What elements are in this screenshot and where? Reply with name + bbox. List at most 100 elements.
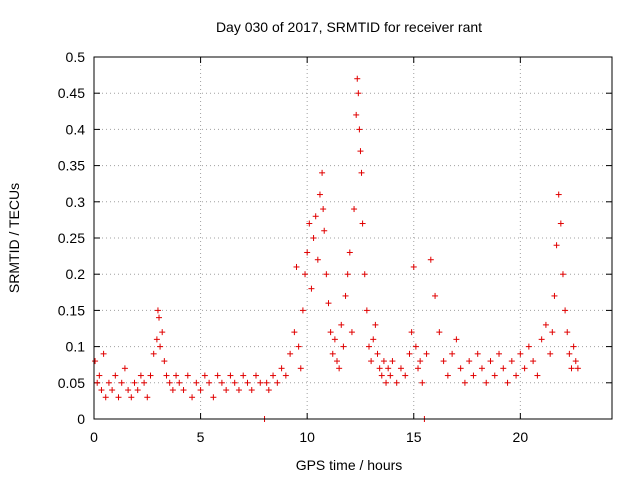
- data-point: [169, 387, 176, 394]
- data-point: [98, 387, 105, 394]
- data-point: [417, 358, 424, 365]
- data-point: [356, 126, 363, 133]
- y-tick-label: 0.35: [58, 158, 85, 174]
- data-point: [189, 394, 196, 401]
- data-point: [570, 343, 577, 350]
- y-tick-label: 0: [77, 411, 85, 427]
- data-point: [487, 358, 494, 365]
- data-point: [344, 271, 351, 278]
- data-point: [387, 372, 394, 379]
- data-point: [564, 329, 571, 336]
- data-point: [299, 307, 306, 314]
- data-points: [92, 75, 581, 422]
- data-point: [144, 394, 151, 401]
- data-point: [449, 350, 456, 357]
- data-point: [320, 206, 327, 213]
- data-point: [389, 358, 396, 365]
- data-point: [316, 191, 323, 198]
- data-point: [287, 350, 294, 357]
- data-point: [574, 365, 581, 372]
- data-point: [218, 379, 225, 386]
- data-point: [184, 372, 191, 379]
- data-point: [361, 271, 368, 278]
- data-point: [176, 379, 183, 386]
- data-point: [295, 343, 302, 350]
- data-point: [419, 379, 426, 386]
- data-point: [365, 343, 372, 350]
- data-point: [383, 379, 390, 386]
- data-point: [327, 329, 334, 336]
- data-point: [193, 379, 200, 386]
- data-point: [348, 329, 355, 336]
- data-point: [342, 292, 349, 299]
- data-point: [306, 220, 313, 227]
- data-point: [566, 350, 573, 357]
- data-point: [102, 394, 109, 401]
- data-point: [304, 249, 311, 256]
- data-point: [197, 387, 204, 394]
- data-point: [134, 387, 141, 394]
- data-point: [508, 358, 515, 365]
- grid-lines: [93, 56, 612, 420]
- data-point: [131, 379, 138, 386]
- data-point: [235, 387, 242, 394]
- data-point: [555, 191, 562, 198]
- data-point: [517, 350, 524, 357]
- data-point: [150, 350, 157, 357]
- data-point: [329, 350, 336, 357]
- data-point: [159, 329, 166, 336]
- data-point: [253, 372, 260, 379]
- data-point: [557, 220, 564, 227]
- data-point: [96, 372, 103, 379]
- data-point: [549, 329, 556, 336]
- data-point: [214, 372, 221, 379]
- data-point: [331, 336, 338, 343]
- data-point: [412, 343, 419, 350]
- x-tick-label: 15: [406, 429, 422, 445]
- data-point: [440, 358, 447, 365]
- data-point: [525, 343, 532, 350]
- plot-frame: [93, 56, 613, 420]
- data-point: [302, 271, 309, 278]
- y-tick-label: 0.1: [66, 339, 86, 355]
- data-point: [500, 365, 507, 372]
- data-point: [351, 206, 358, 213]
- data-point: [244, 379, 251, 386]
- data-point: [393, 379, 400, 386]
- data-point: [157, 343, 164, 350]
- data-point: [154, 307, 161, 314]
- data-point: [321, 227, 328, 234]
- data-point: [334, 358, 341, 365]
- data-point: [109, 387, 116, 394]
- data-point: [248, 387, 255, 394]
- data-point: [278, 365, 285, 372]
- data-point: [491, 372, 498, 379]
- data-point: [125, 387, 132, 394]
- chart-title: Day 030 of 2017, SRMTID for receiver ran…: [216, 19, 482, 35]
- data-point: [357, 148, 364, 155]
- data-point: [92, 358, 99, 365]
- data-point: [380, 358, 387, 365]
- data-point: [336, 365, 343, 372]
- data-point: [94, 379, 101, 386]
- y-tick-label: 0.45: [58, 85, 85, 101]
- data-point: [483, 379, 490, 386]
- data-point: [496, 350, 503, 357]
- data-point: [147, 372, 154, 379]
- data-point: [137, 372, 144, 379]
- data-point: [378, 372, 385, 379]
- data-point: [314, 256, 321, 263]
- data-point: [265, 387, 272, 394]
- data-point: [121, 365, 128, 372]
- x-tick-label: 10: [299, 429, 315, 445]
- data-point: [274, 379, 281, 386]
- data-point: [385, 365, 392, 372]
- data-point: [402, 372, 409, 379]
- data-point: [359, 220, 366, 227]
- x-tick-label: 5: [197, 429, 205, 445]
- data-point: [227, 372, 234, 379]
- data-point: [156, 314, 163, 321]
- data-point: [263, 379, 270, 386]
- data-point: [521, 365, 528, 372]
- data-point: [534, 372, 541, 379]
